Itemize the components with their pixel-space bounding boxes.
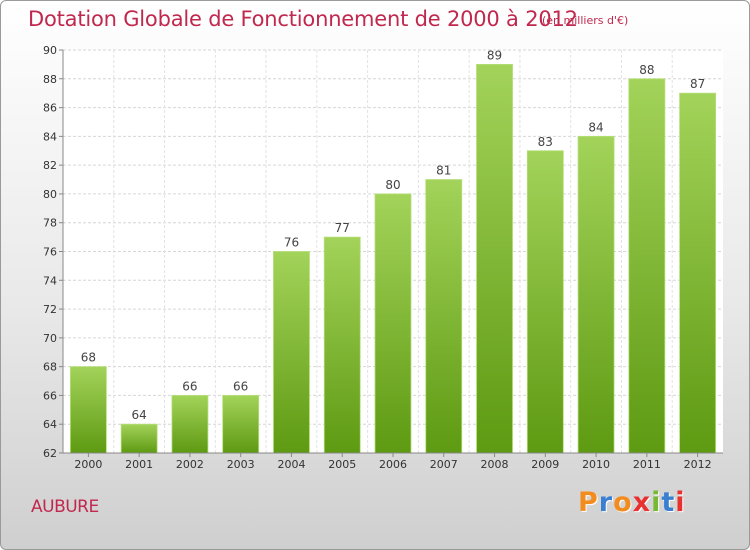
logo-letter: r (598, 487, 614, 518)
x-tick-label: 2001 (125, 458, 153, 471)
x-tick-label: 2008 (481, 458, 509, 471)
logo-letter: x (632, 487, 652, 518)
data-label: 87 (690, 77, 705, 91)
data-labels: 68 64 66 66 76 77 80 81 89 83 84 88 87 (81, 48, 706, 422)
x-tick-label: 2011 (633, 458, 661, 471)
x-tick-label: 2003 (227, 458, 255, 471)
bar-2008 (476, 63, 513, 454)
data-label: 84 (588, 120, 603, 134)
y-tick-label: 78 (43, 217, 57, 230)
x-tick-label: 2002 (176, 458, 204, 471)
y-tick-label: 90 (43, 44, 57, 57)
data-label: 80 (385, 178, 400, 192)
bar-2006 (374, 193, 412, 454)
y-tick-label: 80 (43, 188, 57, 201)
y-tick-label: 84 (43, 130, 57, 143)
y-tick-label: 70 (43, 332, 57, 345)
x-tick-label: 2000 (74, 458, 102, 471)
x-tick-label: 2009 (531, 458, 559, 471)
bar-2009 (526, 150, 564, 454)
y-tick-label: 62 (43, 447, 57, 460)
data-label: 68 (81, 351, 96, 365)
y-tick-label: 82 (43, 159, 57, 172)
bar-2012 (679, 92, 717, 454)
data-label: 81 (436, 164, 451, 178)
logo-letter: P (578, 487, 599, 518)
y-tick-label: 74 (43, 274, 57, 287)
y-tick-label: 76 (43, 246, 57, 259)
x-tick-label: 2012 (684, 458, 712, 471)
axes: 62 64 66 68 70 72 74 76 78 80 82 84 86 88 90 2000 2001 20… (43, 44, 723, 471)
proxiti-logo: Proxiti (578, 487, 686, 518)
y-tick-label: 88 (43, 73, 57, 86)
x-tick-label: 2005 (328, 458, 356, 471)
bar-2002 (171, 395, 209, 454)
data-label: 66 (233, 379, 248, 393)
data-label: 77 (335, 221, 350, 235)
y-tick-label: 72 (43, 303, 57, 316)
data-label: 89 (487, 48, 502, 62)
bar-2007 (425, 179, 463, 454)
logo-letter: i (651, 487, 662, 518)
logo-letter: i (675, 487, 686, 518)
bar-2001 (120, 423, 158, 454)
bar-2003 (222, 395, 260, 454)
y-tick-label: 64 (43, 418, 57, 431)
bar-2000 (69, 366, 107, 454)
bar-2005 (323, 236, 361, 454)
chart-title: Dotation Globale de Fonctionnement de 20… (28, 7, 578, 31)
bars (69, 63, 717, 454)
logo-letter: o (613, 487, 633, 518)
bar-2010 (577, 135, 615, 454)
bar-2004 (273, 251, 310, 454)
data-label: 66 (182, 379, 197, 393)
bar-2011 (628, 78, 666, 454)
y-tick-label: 86 (43, 102, 57, 115)
x-tick-label: 2007 (430, 458, 458, 471)
data-label: 64 (132, 408, 147, 422)
data-label: 83 (538, 135, 553, 149)
chart-unit-label: (en milliers d'€) (542, 14, 629, 27)
x-tick-label: 2010 (582, 458, 610, 471)
commune-name: AUBURE (31, 497, 99, 517)
y-tick-label: 68 (43, 361, 57, 374)
x-tick-label: 2004 (277, 458, 305, 471)
data-label: 88 (639, 63, 654, 77)
logo-letter: t (661, 487, 676, 518)
y-tick-label: 66 (43, 389, 57, 402)
data-label: 76 (284, 236, 299, 250)
x-tick-label: 2006 (379, 458, 407, 471)
